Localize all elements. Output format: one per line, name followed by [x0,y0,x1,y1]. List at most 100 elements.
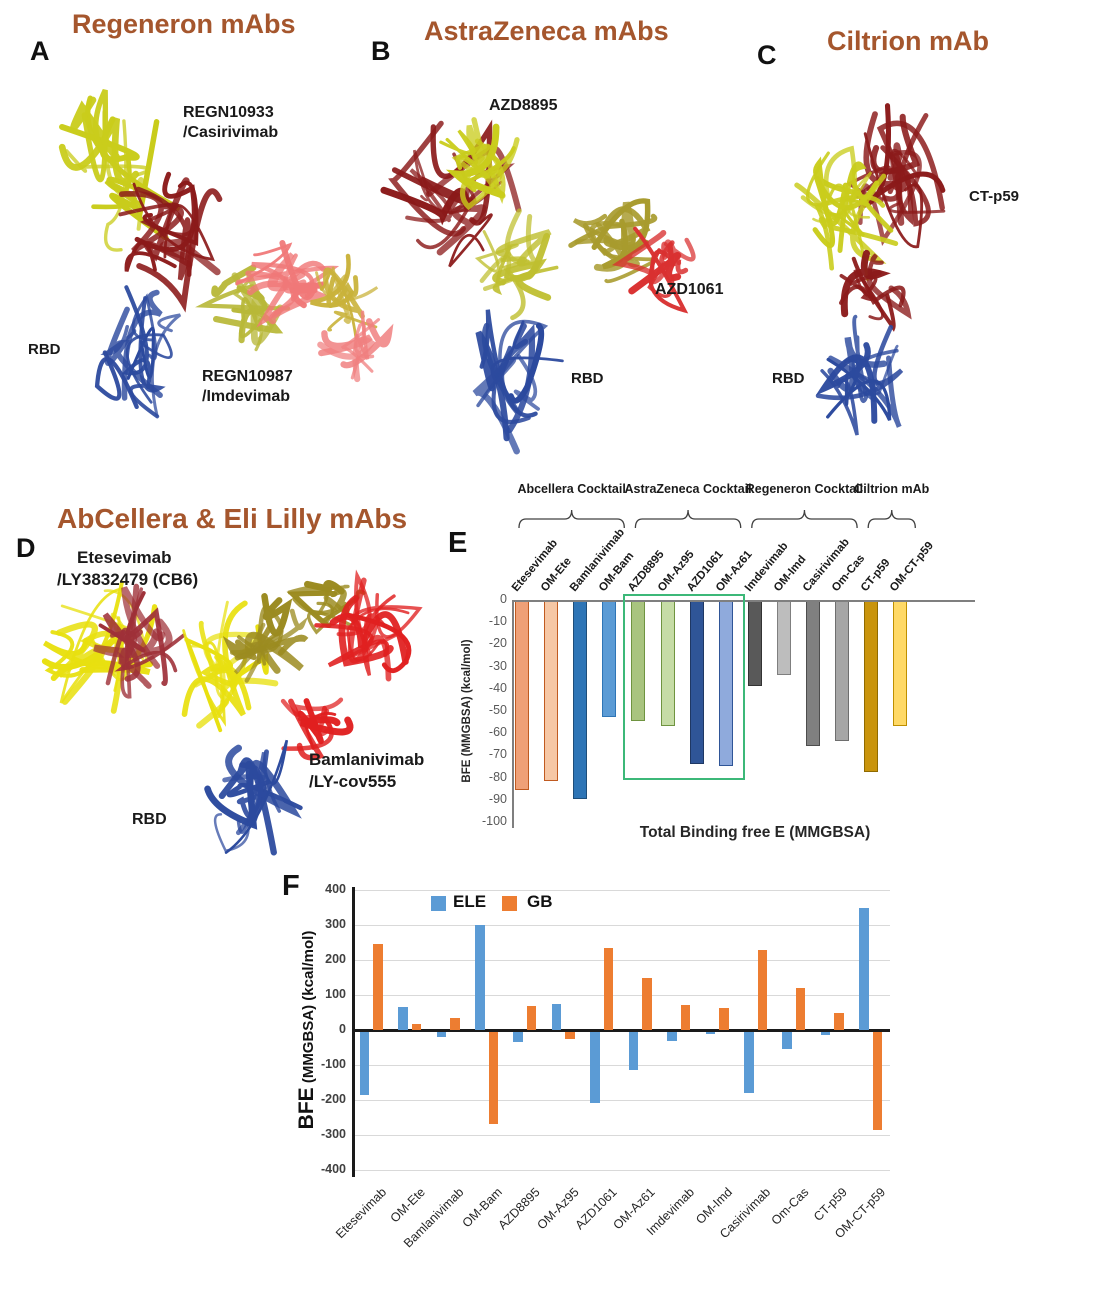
bar-OM-Imd [776,601,791,675]
label-rbd-c: RBD [772,370,805,387]
panel-a-title: Regeneron mAbs [72,9,296,39]
ribbon-stroke [104,306,163,398]
bar-GB-AZD8895 [526,1005,537,1030]
bar-ELE-OM-Bam [475,925,485,1030]
ribbon-stroke [204,760,258,830]
group-braces [518,509,916,529]
bar-Bamlanivimab [573,601,588,800]
ribbon-stroke [568,213,658,248]
bar-ELE-Om-Cas [782,1031,792,1049]
ribbon-stroke [307,601,352,635]
panel-c-title: Ciltrion mAb [827,26,989,56]
zero-line [352,1029,890,1032]
bar-OM-Az61 [718,601,733,766]
chart-total-binding-free-energy: 0 -10 -20 -30 -40 -50 -60 -70 -80 -90 -100 Etesevim… [455,478,1010,853]
bar-ELE-CT-p59 [820,1031,831,1035]
ribbon-stroke [490,320,564,383]
panel-d-letter: D [16,533,36,563]
ribbon-stroke [351,593,423,639]
bar-GB-Etesevimab [373,944,383,1030]
ribbon-stroke [70,96,121,162]
ribbon-stroke [340,318,394,369]
ribbon-stroke [326,275,359,308]
chart-ele-gb-decomposition: 400 300 200 100 0 -100 -200 -300 -400 ELE GB Etesev… [290,870,950,1310]
gridline [352,890,890,891]
y-tick-label: 0 [500,592,507,606]
label-regn10933-casirivimab: REGN10933 /Casirivimab [183,103,278,143]
ribbon-stroke [235,242,293,286]
bar-GB-Casirivimab [757,950,767,1030]
y-tick-label: 400 [325,882,346,896]
y-tick-label: -300 [320,1127,346,1141]
ribbon-stroke [474,230,519,273]
label-line: /LY3832479 (CB6) [57,570,199,589]
ribbon-stroke [611,230,667,279]
label-line: Bamlanivimab [309,750,425,769]
ribbon-stroke [118,190,184,254]
label-ct-p59: CT-p59 [969,188,1020,205]
gridline [352,1100,890,1101]
bar-Etesevimab [515,601,529,791]
ribbon-stroke [867,253,884,281]
protein-structure-regeneron-image [58,89,394,419]
panel-b-letter: B [371,36,391,66]
ribbon-stroke [280,697,344,717]
panel-f-letter: F [282,870,300,902]
category-label-text: Etesevimab [333,1185,390,1242]
bar-ELE-OM-Az61 [628,1031,639,1070]
label-rbd-b: RBD [571,370,604,387]
ribbon-stroke [361,594,396,677]
ribbon-stroke [229,608,309,655]
bar-GB-OM-Imd [719,1007,729,1030]
ribbon-stroke [887,142,905,226]
y-tick-label: -10 [488,614,507,629]
bar-ELE-OM-Imd [705,1031,716,1034]
ribbon-stroke [650,242,675,281]
panel-b-title: AstraZeneca mAbs [424,16,669,46]
astrazeneca-highlight-box [623,594,745,780]
legend-swatch-gb [502,896,517,911]
category-label-text: Om-Cas [769,1185,812,1228]
ribbon-stroke [800,145,857,218]
y-tick-label: -200 [320,1092,346,1106]
group-brace [751,509,858,529]
y-tick-label: -40 [488,680,507,695]
bar-GB-OM-CT-p59 [872,1031,883,1130]
bar-GB-OM-Az95 [565,1031,575,1040]
bar-GB-Om-Cas [795,988,806,1030]
ribbon-stroke [812,175,880,249]
y-axis-label-main: BFE [295,1087,318,1130]
panel-d-title: AbCellera & Eli Lilly mAbs [57,503,408,534]
bar-GB-Bamlanivimab [450,1018,460,1030]
bar-OM-Ete [544,601,559,782]
label-line: REGN10933 [183,104,274,121]
gridline [352,960,890,961]
y-tick-label: 100 [325,987,346,1001]
bar-ELE-Imdevimab [667,1031,677,1042]
protein-structure-ciltrion-image [794,103,946,436]
bar-OM-Bam [602,601,617,717]
ribbon-stroke [870,113,921,175]
protein-structure-abcellera-elililly-image [41,569,423,856]
panel-e-letter: E [448,527,468,559]
ribbon-stroke [134,171,197,252]
group-label-Regeneron Cocktail: Regeneron Cocktail [745,482,864,496]
label-azd8895: AZD8895 [489,97,558,114]
bar-CT-p59 [864,601,879,773]
ribbon-stroke [500,256,527,321]
ribbon-stroke [818,216,899,246]
ribbon-stroke [288,698,325,761]
group-brace [634,509,742,529]
group-brace [518,509,625,529]
ribbon-stroke [647,262,675,298]
bar-Imdevimab [747,601,762,686]
y-tick-label: -100 [320,1057,346,1071]
label-line: Etesevimab [77,548,172,567]
bar-Om-Cas [835,601,850,742]
ribbon-stroke [492,245,559,295]
bar-ELE-OM-CT-p59 [859,907,869,1030]
y-axis-label: BFE (MMGBSA) (kcal/mol) [295,931,319,1130]
ribbon-stroke [121,285,152,390]
ribbon-stroke [448,213,493,268]
ribbon-stroke [297,698,324,744]
